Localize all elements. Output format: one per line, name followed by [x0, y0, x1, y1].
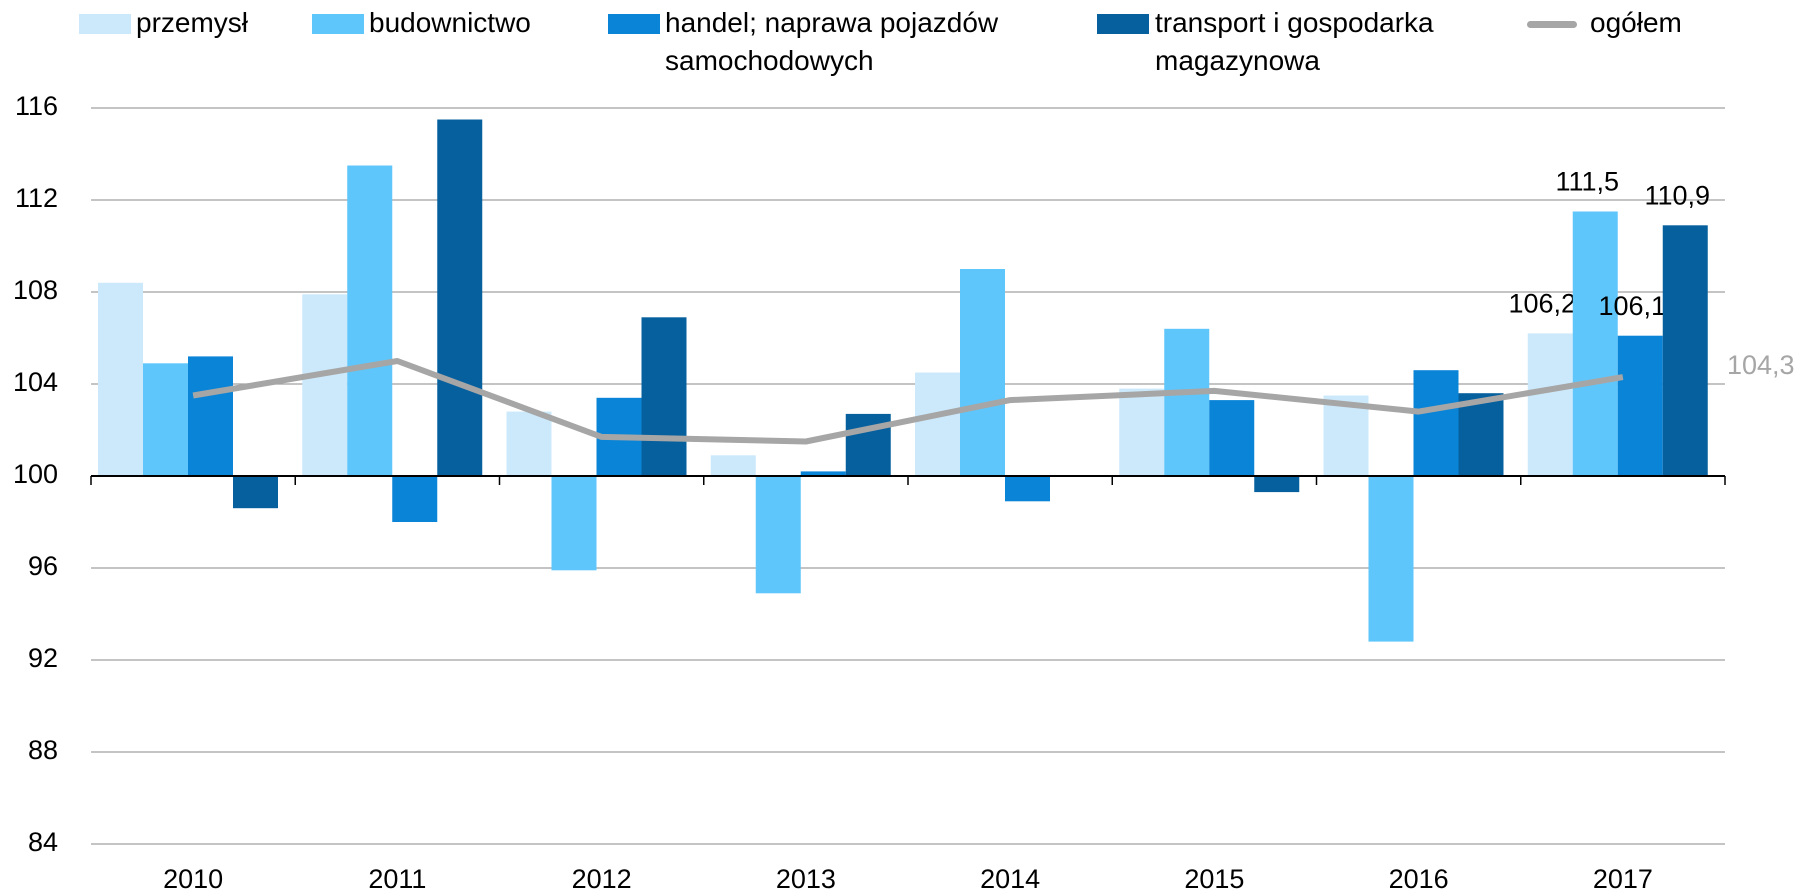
legend-swatch: [1097, 14, 1149, 34]
x-tick-label: 2014: [980, 864, 1040, 894]
y-tick-label: 88: [28, 735, 58, 765]
legend-label: budownictwo: [369, 7, 531, 38]
legend-swatch: [79, 14, 131, 34]
legend-label: ogółem: [1590, 7, 1682, 38]
bar: [1368, 476, 1414, 642]
x-tick-label: 2016: [1389, 864, 1449, 894]
line: [192, 358, 1624, 445]
bar: [143, 363, 188, 476]
bar: [233, 476, 278, 509]
y-tick-label: 100: [13, 459, 58, 489]
legend-swatch: [312, 14, 364, 34]
bar: [1005, 476, 1050, 502]
bar: [1323, 395, 1369, 476]
y-tick-label: 112: [15, 183, 58, 213]
bar: [188, 356, 233, 476]
bar: [1662, 225, 1708, 476]
bar: [437, 119, 483, 476]
y-tick-label: 116: [15, 91, 58, 121]
bar: [1413, 370, 1459, 476]
bar: [506, 411, 552, 476]
legend-swatch: [1527, 21, 1577, 28]
bar: [1617, 335, 1663, 476]
y-tick-label: 104: [13, 367, 58, 397]
bar: [1119, 388, 1165, 476]
data-label: 104,3: [1727, 350, 1795, 380]
bar: [915, 372, 960, 476]
y-tick-label: 108: [13, 275, 58, 305]
bar: [755, 476, 801, 594]
legend-label: handel; naprawa pojazdów samochodowych: [665, 7, 999, 76]
data-label: 111,5: [1555, 167, 1619, 197]
x-tick-label: 2012: [572, 864, 632, 894]
y-tick-label: 84: [28, 827, 58, 857]
bar: [302, 294, 348, 476]
bar: [1209, 400, 1255, 476]
x-tick-label: 2015: [1184, 864, 1244, 894]
x-tick-label: 2011: [368, 864, 426, 894]
x-tick-label: 2017: [1593, 864, 1653, 894]
legend-swatch: [608, 14, 660, 34]
data-label: 106,1: [1598, 291, 1666, 321]
y-tick-label: 96: [28, 551, 58, 581]
bar: [98, 282, 143, 476]
y-tick-label: 92: [28, 643, 58, 673]
bar: [1164, 328, 1210, 476]
legend-label: przemysł: [136, 7, 249, 38]
x-tick-label: 2010: [163, 864, 223, 894]
bar: [1254, 476, 1300, 493]
bar: [960, 269, 1005, 476]
bar: [551, 476, 597, 571]
bar: [392, 476, 438, 522]
bar: [800, 471, 846, 476]
bar: [1572, 211, 1618, 476]
bar: [641, 317, 687, 476]
bar: [1527, 333, 1573, 476]
x-tick-label: 2013: [776, 864, 836, 894]
bar: [347, 165, 393, 476]
data-label: 110,9: [1644, 180, 1710, 210]
bar: [1458, 393, 1504, 476]
legend-label: transport i gospodarka magazynowa: [1155, 7, 1434, 76]
bar: [710, 455, 756, 476]
data-label: 106,2: [1508, 289, 1576, 319]
